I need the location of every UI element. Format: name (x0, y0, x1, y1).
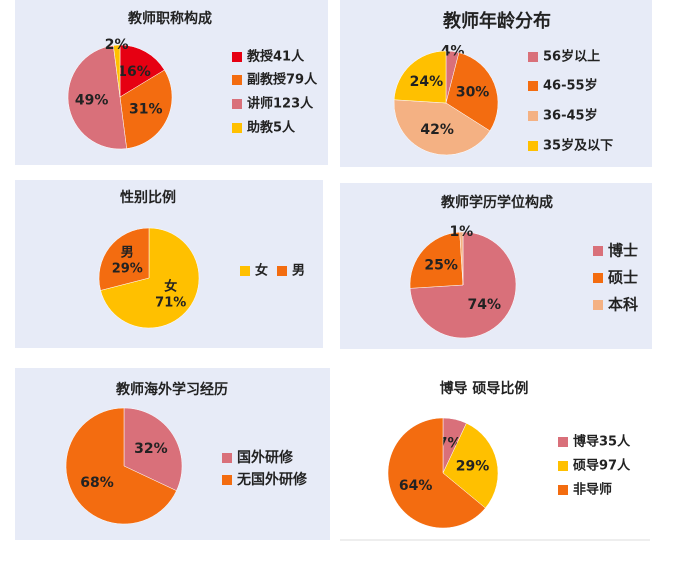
legend-swatch (593, 273, 603, 283)
legend-swatch (558, 461, 568, 471)
legend-swatch (232, 52, 242, 62)
legend-label: 讲师123人 (247, 96, 314, 112)
legend-swatch (558, 485, 568, 495)
legend-swatch (232, 99, 242, 109)
legend-swatch (528, 81, 538, 91)
legend-swatch (232, 75, 242, 85)
legend-label: 博导35人 (573, 434, 631, 450)
panel (340, 0, 652, 167)
pie-slice (119, 69, 173, 149)
data-label: 42% (420, 122, 454, 138)
legend-swatch (528, 141, 538, 151)
pie-slice (67, 45, 127, 150)
legend-label: 硕士 (608, 269, 638, 287)
data-label: 64% (399, 478, 433, 494)
data-label: 68% (80, 475, 114, 491)
data-label: 31% (129, 101, 163, 117)
data-label: 29% (112, 262, 143, 277)
panel (15, 0, 328, 165)
chart-title: 博导 硕导比例 (440, 380, 529, 397)
legend-label: 本科 (608, 296, 638, 314)
data-label: 71% (155, 295, 186, 310)
pie-slice (442, 422, 499, 509)
legend-label: 副教授79人 (247, 72, 318, 88)
legend-swatch (528, 111, 538, 121)
chart-title: 性别比例 (120, 189, 176, 206)
legend-label: 35岁及以下 (543, 138, 613, 154)
chart-title: 教师职称构成 (128, 10, 212, 27)
legend-label: 女 (255, 263, 268, 279)
slice-category: 女 (164, 278, 177, 294)
data-label: 32% (134, 441, 168, 457)
pie-slice (409, 231, 464, 289)
legend-swatch (277, 266, 287, 276)
pie-slice (393, 50, 447, 104)
legend-swatch (593, 300, 603, 310)
data-label: 24% (410, 74, 444, 90)
legend-swatch (528, 52, 538, 62)
chart-title: 教师学历学位构成 (441, 194, 553, 211)
data-label: 74% (467, 297, 501, 313)
pie-slice (123, 407, 183, 492)
pie-slice (445, 52, 499, 132)
legend-label: 助教5人 (247, 120, 296, 136)
chart-title: 教师年龄分布 (443, 10, 551, 32)
legend-swatch (232, 123, 242, 133)
data-label: 25% (424, 258, 458, 274)
data-label: 2% (105, 37, 129, 53)
data-label: 30% (456, 84, 490, 100)
legend-label: 国外研修 (237, 449, 294, 466)
legend-swatch (558, 437, 568, 447)
data-label: 1% (449, 224, 473, 240)
legend-swatch (593, 246, 603, 256)
legend-label: 36-45岁 (543, 108, 598, 124)
pie-slice (113, 44, 121, 98)
legend-label: 非导师 (573, 482, 612, 498)
pie-slice (65, 407, 177, 525)
data-label: 29% (456, 458, 490, 474)
legend-swatch (222, 475, 232, 485)
legend-label: 硕导97人 (573, 458, 631, 474)
legend-label: 博士 (608, 242, 638, 260)
legend-swatch (222, 453, 232, 463)
legend-label: 56岁以上 (543, 49, 600, 65)
pie-slice (119, 44, 165, 98)
pie-slice (98, 227, 150, 291)
slice-category: 男 (121, 246, 134, 261)
data-label: 49% (75, 93, 109, 109)
data-label: 16% (117, 64, 151, 80)
pie-slice (459, 231, 464, 286)
legend-label: 教授41人 (246, 49, 305, 65)
pie-slice (393, 99, 491, 156)
legend-label: 46-55岁 (543, 78, 598, 94)
chart-title: 教师海外学习经历 (116, 381, 228, 398)
pie-slice (100, 227, 200, 329)
legend-swatch (240, 266, 250, 276)
legend-label: 无国外研修 (236, 471, 308, 488)
legend-label: 男 (292, 264, 305, 279)
pie-slice (387, 417, 486, 529)
